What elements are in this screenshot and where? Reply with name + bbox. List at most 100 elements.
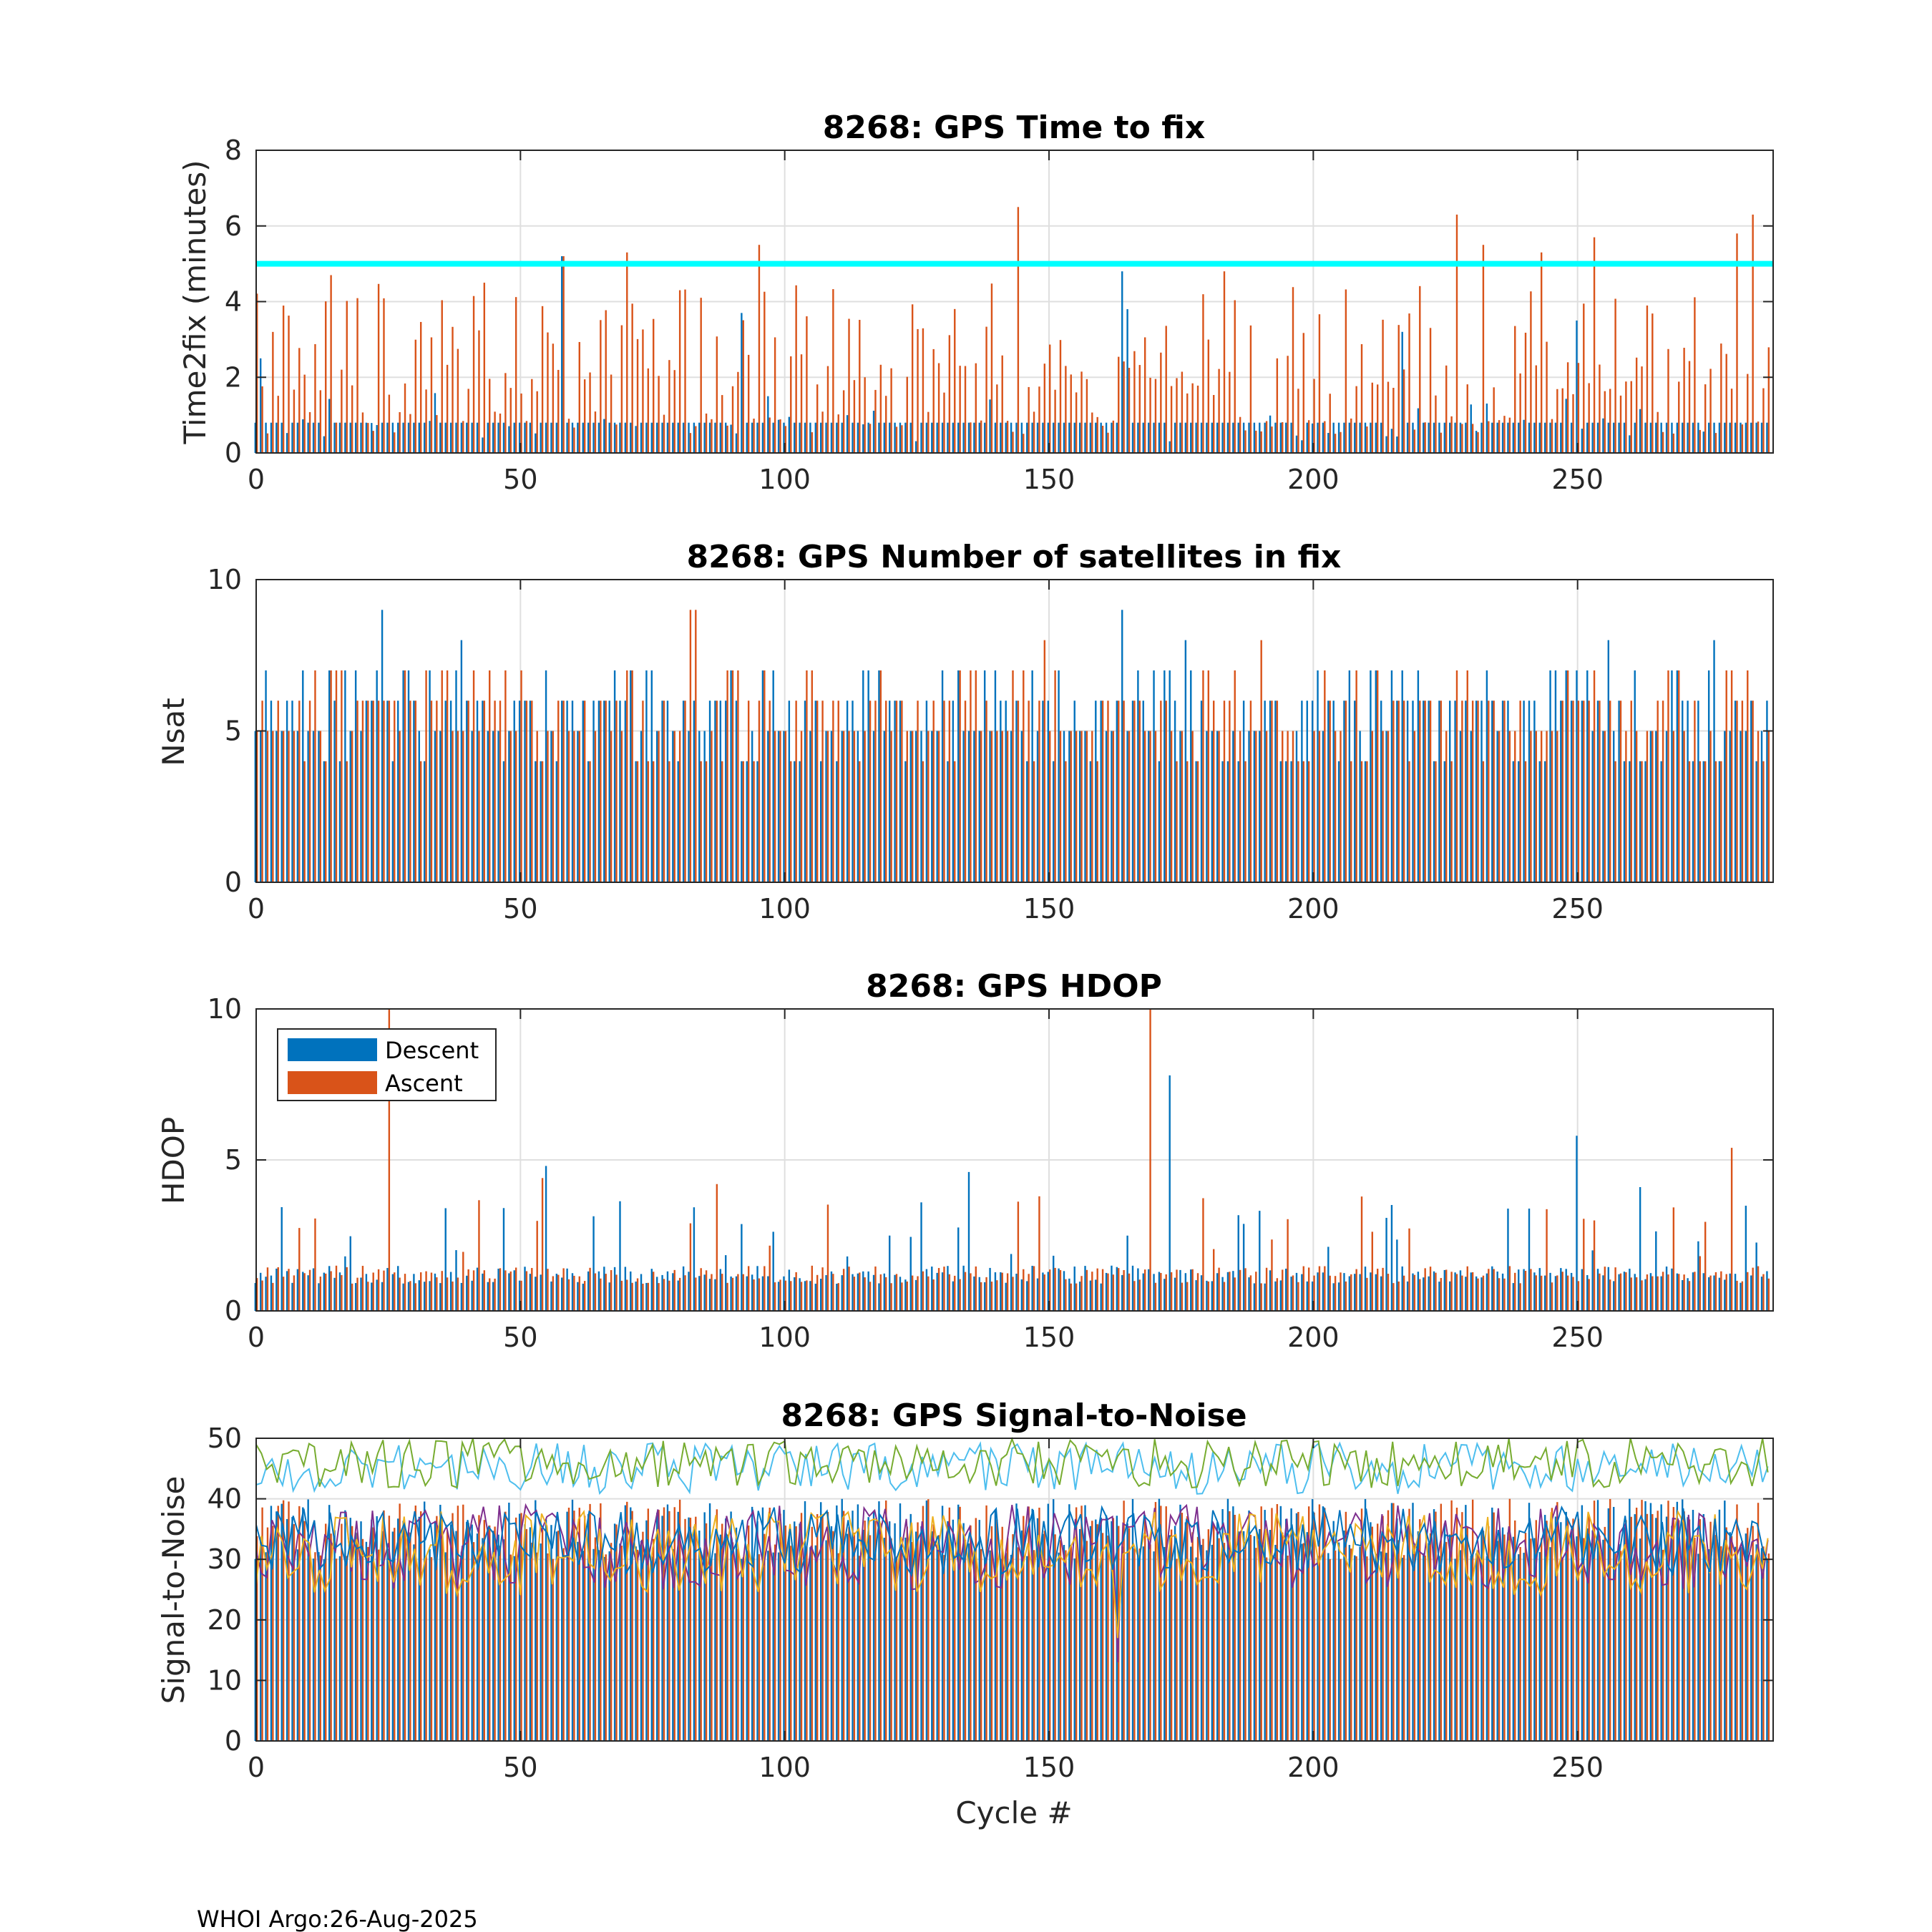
bar-ascent	[970, 670, 972, 882]
bar-ascent	[1694, 297, 1696, 453]
bar-ascent	[1313, 379, 1315, 453]
bar-ascent	[467, 701, 469, 882]
bar-ascent	[943, 1555, 945, 1741]
bar-descent	[291, 422, 293, 453]
bar-descent	[819, 1279, 822, 1311]
bar-ascent	[653, 318, 655, 453]
bar-ascent	[478, 330, 480, 453]
bar-ascent	[356, 1277, 358, 1311]
bar-ascent	[1498, 420, 1501, 453]
bar-descent	[418, 731, 420, 882]
bar-ascent	[800, 354, 803, 453]
legend-swatch-descent	[288, 1038, 377, 1061]
bar-descent	[1697, 701, 1699, 882]
bar-descent	[376, 425, 378, 453]
bar-ascent	[452, 1281, 454, 1311]
bar-ascent	[1477, 701, 1479, 882]
bar-ascent	[1239, 1531, 1241, 1741]
bar-ascent	[1149, 377, 1151, 453]
bar-descent	[645, 670, 648, 882]
bar-descent	[819, 1502, 822, 1741]
bar-descent	[931, 422, 933, 453]
bar-ascent	[441, 300, 443, 453]
bar-ascent	[573, 731, 575, 882]
bar-ascent	[1741, 1281, 1744, 1311]
bar-descent	[1200, 1275, 1203, 1311]
bar-ascent	[441, 1271, 443, 1311]
bar-ascent	[489, 670, 491, 882]
bar-ascent	[1340, 1272, 1342, 1311]
bar-ascent	[330, 670, 332, 882]
bar-descent	[1259, 1211, 1261, 1311]
bar-ascent	[1397, 1540, 1400, 1741]
bar-descent	[566, 422, 568, 453]
bar-descent	[449, 1272, 452, 1311]
bar-descent	[365, 1274, 368, 1311]
bar-descent	[1237, 1215, 1239, 1311]
bar-ascent	[1503, 1534, 1506, 1741]
bar-descent	[540, 761, 542, 882]
bar-ascent	[578, 341, 580, 453]
bar-descent	[777, 731, 780, 882]
bar-ascent	[917, 328, 919, 453]
bar-ascent	[954, 1555, 956, 1741]
bar-ascent	[695, 1516, 697, 1741]
bar-ascent	[911, 304, 914, 453]
bar-descent	[1221, 1277, 1224, 1311]
bar-ascent	[266, 731, 269, 882]
bar-descent	[741, 1558, 743, 1741]
bar-descent	[1576, 670, 1578, 882]
bar-ascent	[1265, 1557, 1268, 1741]
bar-descent	[1200, 1545, 1203, 1741]
bar-ascent	[1635, 1507, 1638, 1741]
bar-descent	[1116, 422, 1118, 453]
bar-descent	[1279, 761, 1282, 882]
bar-ascent	[520, 1513, 522, 1741]
bar-ascent	[1477, 431, 1479, 453]
bar-descent	[1591, 1250, 1594, 1311]
bar-descent	[693, 422, 696, 453]
bar-descent	[1327, 433, 1330, 453]
bar-ascent	[1382, 1267, 1384, 1311]
bar-descent	[794, 422, 796, 453]
bar-descent	[1649, 1273, 1652, 1311]
bar-descent	[1264, 1510, 1266, 1741]
bar-descent	[1734, 1546, 1737, 1741]
bar-ascent	[1429, 1533, 1432, 1741]
bar-descent	[1337, 761, 1340, 882]
bar-ascent	[1688, 1281, 1691, 1311]
bar-descent	[1311, 423, 1314, 453]
bar-descent	[1623, 761, 1626, 882]
bar-ascent	[583, 1281, 586, 1311]
bar-descent	[1184, 422, 1187, 453]
bar-ascent	[1652, 1276, 1654, 1311]
bar-descent	[1417, 408, 1420, 453]
bar-ascent	[1752, 214, 1754, 453]
bar-ascent	[1678, 381, 1680, 453]
bar-descent	[1131, 701, 1134, 882]
bar-descent	[1433, 422, 1435, 453]
bar-ascent	[970, 422, 972, 453]
bar-ascent	[314, 670, 316, 882]
bars	[254, 207, 1770, 453]
bar-ascent	[1023, 434, 1025, 453]
bar-ascent	[996, 731, 998, 882]
bar-ascent	[615, 1274, 618, 1311]
bar-ascent	[726, 670, 728, 882]
bar-descent	[535, 433, 537, 453]
bar-ascent	[837, 701, 839, 882]
bar-ascent	[394, 432, 396, 453]
bar-descent	[894, 1523, 896, 1741]
bar-descent	[799, 422, 801, 453]
bar-descent	[1729, 422, 1731, 453]
bar-descent	[455, 422, 457, 453]
bar-descent	[275, 1268, 278, 1311]
bar-descent	[402, 1283, 404, 1311]
bar-descent	[1248, 1510, 1250, 1741]
bar-descent	[719, 701, 722, 882]
x-tick-label: 50	[503, 464, 537, 495]
bar-descent	[1269, 1270, 1272, 1311]
bar-ascent	[409, 701, 411, 882]
x-tick-label: 100	[758, 1752, 811, 1783]
bar-ascent	[1762, 388, 1765, 453]
